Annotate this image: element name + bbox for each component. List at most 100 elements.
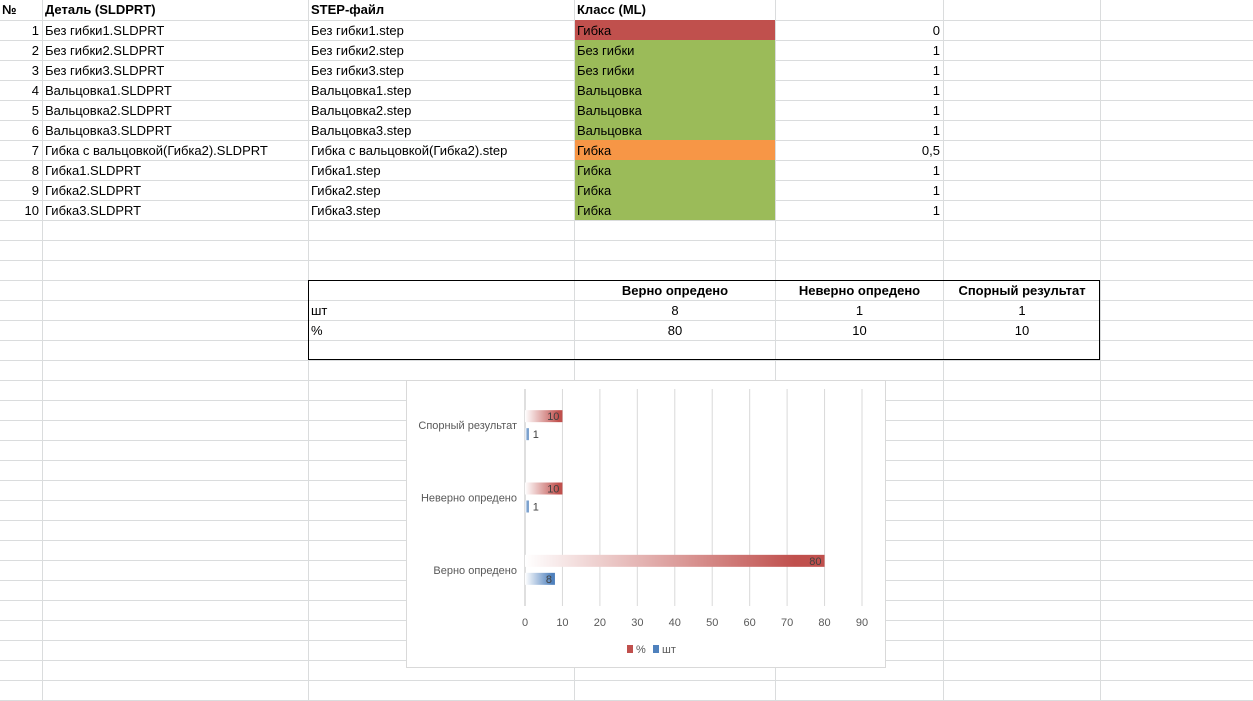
- summary-label-pcs[interactable]: шт: [311, 303, 328, 318]
- summary-percent-disputed[interactable]: 10: [1014, 323, 1030, 338]
- class-cell[interactable]: Без гибки: [577, 63, 635, 78]
- part-name-cell[interactable]: Гибка2.SLDPRT: [45, 183, 142, 198]
- x-tick-label: 60: [744, 617, 756, 629]
- part-name-cell[interactable]: Вальцовка2.SLDPRT: [45, 103, 172, 118]
- class-cell[interactable]: Без гибки: [577, 43, 635, 58]
- header-class[interactable]: Класс (ML): [577, 2, 646, 17]
- x-tick-label: 30: [631, 617, 643, 629]
- score-cell[interactable]: 1: [932, 163, 940, 178]
- grid-row-line: [0, 340, 1253, 341]
- bar-percent: [525, 410, 563, 423]
- bar-chart[interactable]: 0 10 20 30 40 50 60 70 80 90 Верно опредено 80 8 Неве…: [406, 380, 886, 668]
- bar-pcs: [525, 500, 529, 513]
- bar-pcs: [525, 572, 555, 585]
- part-name-cell[interactable]: Без гибки1.SLDPRT: [45, 23, 165, 38]
- score-cell[interactable]: 0,5: [921, 143, 940, 158]
- class-cell[interactable]: Гибка: [577, 143, 612, 158]
- part-name-cell[interactable]: Вальцовка1.SLDPRT: [45, 83, 172, 98]
- row-number[interactable]: 8: [31, 163, 39, 178]
- x-tick-label: 0: [522, 617, 528, 629]
- score-cell[interactable]: 1: [932, 63, 940, 78]
- row-number[interactable]: 2: [31, 43, 39, 58]
- summary-header-correct[interactable]: Верно опредено: [621, 283, 729, 298]
- part-name-cell[interactable]: Гибка1.SLDPRT: [45, 163, 142, 178]
- row-number[interactable]: 7: [31, 143, 39, 158]
- step-file-cell[interactable]: Без гибки2.step: [311, 43, 404, 58]
- step-file-cell[interactable]: Гибка3.step: [311, 203, 381, 218]
- bar-pcs: [525, 428, 529, 441]
- legend-swatch: [653, 645, 659, 653]
- part-name-cell[interactable]: Гибка с вальцовкой(Гибка2).SLDPRT: [45, 143, 268, 158]
- step-file-cell[interactable]: Гибка с вальцовкой(Гибка2).step: [311, 143, 508, 158]
- score-cell[interactable]: 1: [932, 203, 940, 218]
- x-tick-label: 20: [594, 617, 606, 629]
- step-file-cell[interactable]: Гибка2.step: [311, 183, 381, 198]
- step-file-cell[interactable]: Без гибки1.step: [311, 23, 404, 38]
- legend-swatch: [627, 645, 633, 653]
- data-label: 1: [533, 502, 539, 514]
- row-number[interactable]: 6: [31, 123, 39, 138]
- x-tick-label: 10: [556, 617, 568, 629]
- step-file-cell[interactable]: Гибка1.step: [311, 163, 381, 178]
- class-cell-fill: [575, 80, 775, 100]
- step-file-cell[interactable]: Вальцовка3.step: [311, 123, 412, 138]
- legend-label: %: [636, 644, 646, 656]
- summary-header-disputed[interactable]: Спорный результат: [958, 283, 1086, 298]
- row-number[interactable]: 9: [31, 183, 39, 198]
- row-number[interactable]: 3: [31, 63, 39, 78]
- x-tick-label: 90: [856, 617, 868, 629]
- score-cell[interactable]: 0: [932, 23, 940, 38]
- class-cell[interactable]: Вальцовка: [577, 103, 642, 118]
- category-label: Верно опредено: [433, 565, 517, 577]
- part-name-cell[interactable]: Вальцовка3.SLDPRT: [45, 123, 172, 138]
- row-number[interactable]: 4: [31, 83, 39, 98]
- grid-row-line: [0, 320, 1253, 321]
- summary-pcs-disputed[interactable]: 1: [1018, 303, 1026, 318]
- step-file-cell[interactable]: Вальцовка2.step: [311, 103, 412, 118]
- step-file-cell[interactable]: Вальцовка1.step: [311, 83, 412, 98]
- bar-percent: [525, 482, 563, 495]
- grid-row-line: [0, 680, 1253, 681]
- summary-percent-incorrect[interactable]: 10: [852, 323, 867, 338]
- summary-percent-correct[interactable]: 80: [667, 323, 683, 338]
- part-name-cell[interactable]: Без гибки3.SLDPRT: [45, 63, 165, 78]
- grid-row-line: [0, 360, 1253, 361]
- class-cell-fill: [575, 200, 775, 220]
- row-number[interactable]: 5: [31, 103, 39, 118]
- grid-column-line: [42, 0, 43, 701]
- score-cell[interactable]: 1: [932, 43, 940, 58]
- x-tick-label: 40: [669, 617, 681, 629]
- row-number[interactable]: 10: [24, 203, 39, 218]
- data-label: 8: [546, 574, 552, 586]
- row-number[interactable]: 1: [31, 23, 39, 38]
- part-name-cell[interactable]: Гибка3.SLDPRT: [45, 203, 142, 218]
- class-cell[interactable]: Вальцовка: [577, 83, 642, 98]
- class-cell-fill: [575, 100, 775, 120]
- part-name-cell[interactable]: Без гибки2.SLDPRT: [45, 43, 165, 58]
- class-cell[interactable]: Гибка: [577, 163, 612, 178]
- category-label: Неверно опредено: [421, 493, 517, 505]
- summary-pcs-incorrect[interactable]: 1: [855, 303, 864, 318]
- class-cell[interactable]: Вальцовка: [577, 123, 642, 138]
- x-tick-label: 70: [781, 617, 793, 629]
- score-cell[interactable]: 1: [932, 183, 940, 198]
- header-step[interactable]: STEP-файл: [311, 2, 385, 17]
- summary-pcs-correct[interactable]: 8: [671, 303, 679, 318]
- header-num[interactable]: №: [2, 2, 17, 17]
- summary-label-percent[interactable]: %: [311, 323, 323, 338]
- class-cell-fill: [575, 140, 775, 160]
- class-cell[interactable]: Гибка: [577, 183, 612, 198]
- step-file-cell[interactable]: Без гибки3.step: [311, 63, 404, 78]
- class-cell[interactable]: Гибка: [577, 23, 612, 38]
- score-cell[interactable]: 1: [932, 83, 940, 98]
- summary-header-incorrect[interactable]: Неверно опредено: [798, 283, 921, 298]
- grid-row-line: [0, 300, 1253, 301]
- header-part[interactable]: Деталь (SLDPRT): [45, 2, 156, 17]
- grid-column-line: [775, 0, 776, 701]
- bar-percent: [525, 554, 825, 567]
- data-label: 1: [533, 429, 539, 441]
- score-cell[interactable]: 1: [932, 103, 940, 118]
- class-cell[interactable]: Гибка: [577, 203, 612, 218]
- score-cell[interactable]: 1: [932, 123, 940, 138]
- data-label: 10: [547, 411, 559, 423]
